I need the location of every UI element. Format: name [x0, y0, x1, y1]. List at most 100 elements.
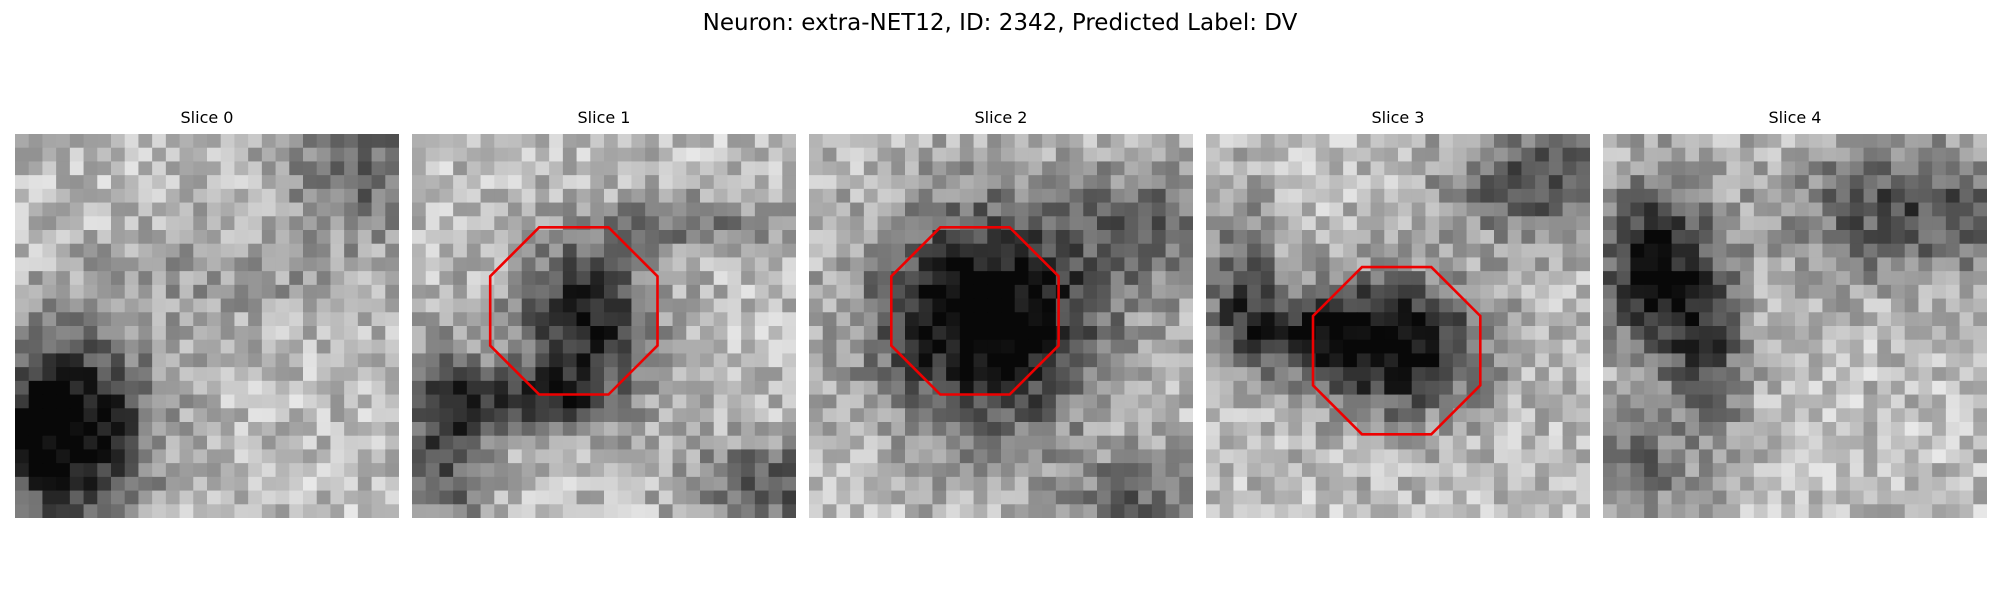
pixel: [1603, 257, 1618, 272]
pixel: [604, 408, 619, 423]
pixel: [1466, 408, 1481, 423]
pixel: [1494, 380, 1509, 396]
pixel: [480, 312, 495, 327]
pixel: [1548, 202, 1564, 217]
pixel: [645, 161, 660, 176]
pixel: [1603, 394, 1618, 409]
pixel: [1877, 216, 1892, 231]
pixel: [1877, 161, 1892, 176]
pixel: [1548, 257, 1564, 272]
pixel: [207, 271, 222, 286]
pixel: [1370, 147, 1385, 163]
pixel: [261, 271, 277, 286]
pixel: [863, 147, 879, 163]
pixel: [1398, 435, 1413, 451]
pixel: [1179, 284, 1193, 300]
pixel: [69, 339, 85, 355]
pixel: [658, 161, 674, 176]
pixel: [15, 312, 30, 327]
pixel: [1452, 449, 1468, 464]
pixel: [234, 339, 249, 355]
pixel: [1219, 476, 1235, 492]
pixel: [42, 134, 57, 149]
pixel: [15, 504, 30, 518]
pixel: [905, 463, 920, 478]
pixel: [822, 202, 838, 217]
pixel: [918, 380, 934, 396]
pixel: [1233, 326, 1248, 341]
pixel: [576, 147, 591, 163]
pixel: [918, 243, 934, 259]
pixel: [562, 367, 578, 382]
pixel: [1466, 298, 1481, 313]
pixel: [590, 504, 605, 518]
pixel: [1439, 202, 1454, 217]
pixel: [987, 243, 1002, 259]
pixel: [1535, 257, 1550, 272]
pixel: [1973, 284, 1987, 300]
pixel: [782, 230, 796, 245]
pixel: [727, 435, 742, 451]
pixel: [973, 353, 988, 368]
pixel: [549, 188, 564, 204]
pixel: [1973, 476, 1987, 492]
pixel: [617, 367, 633, 382]
pixel: [275, 202, 290, 217]
pixel: [316, 353, 332, 368]
pixel: [863, 394, 879, 409]
pixel: [1657, 476, 1673, 492]
pixel: [1877, 271, 1892, 286]
pixel: [836, 476, 851, 492]
pixel: [1083, 326, 1098, 341]
pixel: [741, 394, 756, 409]
pixel: [1110, 339, 1126, 355]
pixel: [289, 380, 304, 396]
pixel: [1945, 257, 1961, 272]
pixel: [385, 230, 399, 245]
pixel: [138, 271, 153, 286]
pixel: [1494, 202, 1509, 217]
pixel: [686, 257, 701, 272]
pixel: [905, 394, 920, 409]
pixel: [1712, 449, 1728, 464]
pixel: [412, 202, 427, 217]
pixel: [590, 490, 605, 505]
pixel: [918, 147, 934, 163]
pixel: [69, 490, 85, 505]
pixel: [1219, 271, 1235, 286]
pixel: [1548, 147, 1564, 163]
pixel: [535, 243, 550, 259]
pixel: [1151, 380, 1167, 396]
pixel: [412, 339, 427, 355]
pixel: [713, 147, 729, 163]
pixel: [891, 449, 906, 464]
pixel: [466, 422, 482, 437]
pixel: [987, 326, 1002, 341]
pixel: [453, 230, 468, 245]
pixel: [124, 312, 140, 327]
pixel: [1562, 298, 1577, 313]
pixel: [891, 463, 906, 478]
pixel: [316, 134, 332, 149]
pixel: [1808, 408, 1824, 423]
pixel: [494, 476, 509, 492]
pixel: [289, 134, 304, 149]
pixel: [1822, 257, 1837, 272]
pixel: [727, 216, 742, 231]
pixel: [207, 175, 222, 190]
pixel: [1110, 367, 1126, 382]
pixel: [604, 490, 619, 505]
pixel: [1179, 449, 1193, 464]
pixel: [1179, 175, 1193, 190]
pixel: [1028, 353, 1043, 368]
pixel: [220, 490, 236, 505]
pixel: [1274, 257, 1289, 272]
pixel: [1932, 422, 1947, 437]
pixel: [165, 394, 181, 409]
pixel: [1863, 504, 1878, 518]
pixel: [1138, 367, 1153, 382]
pixel: [15, 257, 30, 272]
pixel: [1097, 435, 1112, 451]
pixel: [754, 463, 770, 478]
pixel: [877, 394, 892, 409]
